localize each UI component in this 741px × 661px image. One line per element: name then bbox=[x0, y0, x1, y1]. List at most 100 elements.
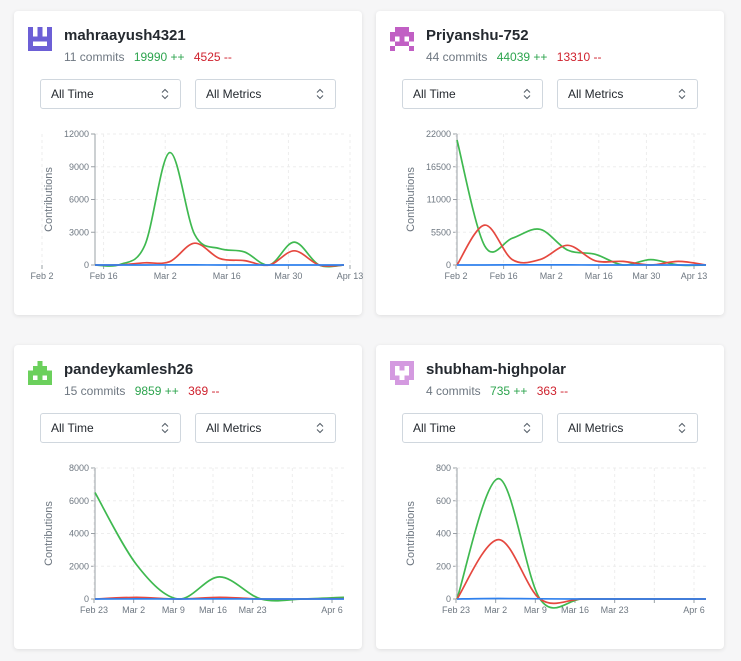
y-tick-label: 800 bbox=[436, 463, 451, 473]
time-range-value: All Time bbox=[413, 87, 456, 101]
avatar[interactable] bbox=[28, 27, 52, 51]
metrics-select[interactable]: All Metrics bbox=[195, 413, 336, 443]
x-tick-label: Feb 23 bbox=[442, 605, 470, 615]
y-axis-title: Contributions bbox=[43, 501, 55, 566]
series-deletions-line bbox=[456, 224, 707, 266]
metrics-value: All Metrics bbox=[568, 421, 624, 435]
avatar[interactable] bbox=[390, 361, 414, 385]
x-tick-label: Mar 16 bbox=[199, 605, 227, 615]
deletions-count: 13310 -- bbox=[556, 50, 602, 64]
commit-count[interactable]: 4 commits bbox=[426, 384, 481, 398]
y-tick-label: 4000 bbox=[69, 529, 89, 539]
x-tick-label: Mar 23 bbox=[239, 605, 267, 615]
avatar[interactable] bbox=[390, 27, 414, 51]
y-tick-label: 5500 bbox=[431, 227, 451, 237]
contributor-card: shubham-highpolar 4 commits 735 ++ 363 -… bbox=[376, 345, 724, 649]
y-tick-label: 3000 bbox=[69, 227, 89, 237]
additions-count: 44039 ++ bbox=[496, 50, 548, 64]
deletions-count: 363 -- bbox=[536, 384, 569, 398]
y-tick-label: 6000 bbox=[69, 195, 89, 205]
commit-count[interactable]: 11 commits bbox=[64, 50, 125, 64]
y-tick-label: 2000 bbox=[69, 561, 89, 571]
x-tick-label: Mar 2 bbox=[540, 271, 563, 281]
updown-caret-icon bbox=[161, 422, 169, 434]
x-tick-label: Mar 30 bbox=[632, 271, 660, 281]
x-tick-label: Feb 16 bbox=[490, 271, 518, 281]
updown-caret-icon bbox=[161, 88, 169, 100]
x-tick-label: Feb 16 bbox=[90, 271, 118, 281]
contributions-chart: Contributions 0 200 400 600 800 Feb 23 Mar 2 Mar… bbox=[405, 463, 706, 615]
y-tick-label: 0 bbox=[446, 260, 451, 270]
y-tick-label: 0 bbox=[446, 594, 451, 604]
deletions-count: 369 -- bbox=[188, 384, 220, 398]
contributor-username[interactable]: shubham-highpolar bbox=[426, 361, 566, 378]
contributions-chart: Contributions 0 5500 11000 16500 22000 Feb 2 Fe… bbox=[405, 129, 707, 281]
y-tick-label: 6000 bbox=[69, 496, 89, 506]
additions-count: 9859 ++ bbox=[134, 384, 179, 398]
contributions-chart: Contributions 0 2000 4000 6000 8000 Feb 23 Mar … bbox=[43, 463, 345, 615]
time-range-value: All Time bbox=[51, 421, 94, 435]
x-tick-label: Mar 16 bbox=[213, 271, 241, 281]
x-tick-label: Mar 2 bbox=[122, 605, 145, 615]
x-tick-label: Mar 30 bbox=[274, 271, 302, 281]
x-tick-label: Mar 23 bbox=[601, 605, 629, 615]
time-range-select[interactable]: All Time bbox=[40, 413, 181, 443]
metrics-select[interactable]: All Metrics bbox=[195, 79, 336, 109]
y-axis-title: Contributions bbox=[405, 167, 417, 232]
x-tick-label: Feb 23 bbox=[80, 605, 108, 615]
contributor-username[interactable]: pandeykamlesh26 bbox=[64, 361, 194, 378]
contributor-stats: 15 commits 9859 ++ 369 -- bbox=[64, 383, 219, 399]
contributor-card: pandeykamlesh26 15 commits 9859 ++ 369 -… bbox=[14, 345, 362, 649]
time-range-select[interactable]: All Time bbox=[402, 79, 543, 109]
time-range-select[interactable]: All Time bbox=[402, 413, 543, 443]
y-tick-label: 8000 bbox=[69, 463, 89, 473]
x-tick-label: Feb 2 bbox=[30, 271, 53, 281]
updown-caret-icon bbox=[678, 88, 686, 100]
y-tick-label: 400 bbox=[436, 529, 451, 539]
y-tick-label: 0 bbox=[84, 260, 89, 270]
series-additions-line bbox=[94, 151, 345, 268]
contributor-stats: 11 commits 19990 ++ 4525 -- bbox=[64, 49, 232, 65]
x-tick-label: Mar 9 bbox=[524, 605, 547, 615]
series-deletions-line bbox=[456, 538, 706, 605]
y-axis-title: Contributions bbox=[43, 167, 55, 232]
contributor-username[interactable]: Priyanshu-752 bbox=[426, 27, 529, 44]
x-tick-label: Mar 2 bbox=[484, 605, 507, 615]
y-tick-label: 9000 bbox=[69, 162, 89, 172]
contributor-username[interactable]: mahraayush4321 bbox=[64, 27, 186, 44]
contributor-stats: 4 commits 735 ++ 363 -- bbox=[426, 383, 568, 399]
x-tick-label: Mar 2 bbox=[154, 271, 177, 281]
metrics-select[interactable]: All Metrics bbox=[557, 413, 698, 443]
y-tick-label: 12000 bbox=[64, 129, 89, 139]
time-range-select[interactable]: All Time bbox=[40, 79, 181, 109]
x-tick-label: Mar 9 bbox=[162, 605, 185, 615]
x-tick-label: Mar 16 bbox=[585, 271, 613, 281]
y-axis-title: Contributions bbox=[405, 501, 417, 566]
metrics-value: All Metrics bbox=[568, 87, 624, 101]
updown-caret-icon bbox=[316, 422, 324, 434]
contributions-chart: Contributions 0 3000 6000 9000 12000 Feb 2 Feb … bbox=[30, 129, 364, 281]
y-tick-label: 16500 bbox=[426, 162, 451, 172]
y-tick-label: 200 bbox=[436, 561, 451, 571]
commit-count[interactable]: 15 commits bbox=[64, 384, 126, 398]
updown-caret-icon bbox=[523, 422, 531, 434]
deletions-count: 4525 -- bbox=[193, 50, 232, 64]
metrics-value: All Metrics bbox=[206, 87, 262, 101]
contributor-stats: 44 commits 44039 ++ 13310 -- bbox=[426, 49, 601, 65]
updown-caret-icon bbox=[678, 422, 686, 434]
additions-count: 735 ++ bbox=[490, 384, 528, 398]
contributor-card: mahraayush4321 11 commits 19990 ++ 4525 … bbox=[14, 11, 364, 315]
avatar[interactable] bbox=[28, 361, 52, 385]
updown-caret-icon bbox=[523, 88, 531, 100]
series-additions-line bbox=[456, 139, 707, 267]
x-tick-label: Apr 6 bbox=[683, 605, 705, 615]
x-tick-label: Apr 6 bbox=[321, 605, 343, 615]
commit-count[interactable]: 44 commits bbox=[426, 50, 488, 64]
series-deletions-line bbox=[94, 242, 345, 267]
y-tick-label: 600 bbox=[436, 496, 451, 506]
x-tick-label: Apr 13 bbox=[337, 271, 364, 281]
metrics-select[interactable]: All Metrics bbox=[557, 79, 698, 109]
y-tick-label: 11000 bbox=[427, 195, 451, 205]
additions-count: 19990 ++ bbox=[133, 50, 185, 64]
updown-caret-icon bbox=[316, 88, 324, 100]
